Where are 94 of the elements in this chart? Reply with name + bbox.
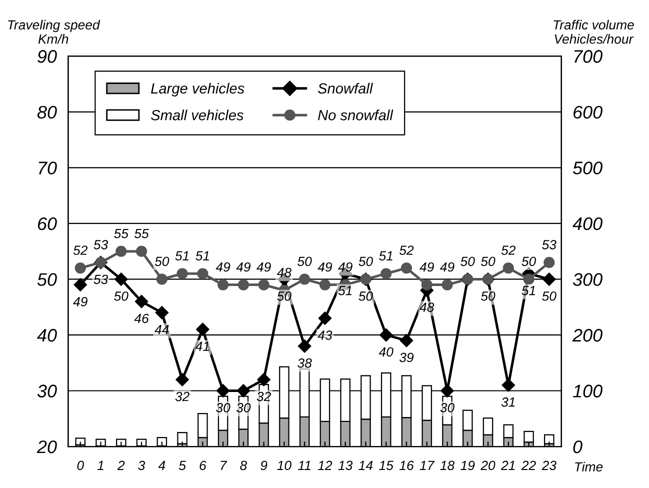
y-tick-label: 30 bbox=[37, 384, 57, 398]
legend-label: Large vehicles bbox=[151, 82, 244, 96]
data-label: 53 bbox=[94, 240, 108, 250]
y-tick-label: 70 bbox=[38, 162, 57, 174]
data-label: 53 bbox=[94, 274, 108, 284]
y-axis-title: Traveling speed Km/h bbox=[8, 20, 100, 44]
y2-tick-label: 300 bbox=[572, 273, 602, 286]
x-tick-label: 11 bbox=[298, 460, 310, 470]
data-label: 49 bbox=[216, 262, 230, 272]
x-tick-label: 19 bbox=[460, 460, 475, 470]
x-tick-label: 21 bbox=[500, 460, 515, 470]
data-label: 49 bbox=[338, 262, 352, 272]
y2-tick-label: 200 bbox=[572, 328, 602, 342]
y-tick-label: 60 bbox=[38, 217, 57, 230]
x-tick-label: 9 bbox=[260, 460, 268, 470]
data-label: 48 bbox=[420, 302, 434, 312]
data-label: 41 bbox=[195, 342, 209, 351]
x-tick-label: 16 bbox=[399, 460, 414, 470]
legend-label: Snowfall bbox=[318, 82, 373, 94]
x-tick-label: 15 bbox=[379, 460, 394, 470]
data-label: 39 bbox=[399, 352, 414, 362]
x-tick-label: 10 bbox=[277, 460, 292, 470]
data-label: 30 bbox=[440, 403, 454, 412]
x-tick-label: 13 bbox=[338, 460, 353, 470]
x-tick-label: 23 bbox=[542, 460, 556, 470]
y2-tick-label: 500 bbox=[572, 162, 602, 174]
data-label: 50 bbox=[277, 291, 292, 301]
data-label: 51 bbox=[379, 251, 392, 261]
x-tick-label: 12 bbox=[318, 460, 332, 470]
x-tick-label: 1 bbox=[97, 460, 104, 470]
data-label: 32 bbox=[256, 392, 271, 402]
x-tick-label: 22 bbox=[521, 460, 536, 470]
data-label: 32 bbox=[175, 392, 190, 402]
legend-label: No snowfall bbox=[318, 110, 394, 120]
x-tick-label: 6 bbox=[200, 460, 206, 470]
x-tick-label: 7 bbox=[220, 460, 228, 470]
data-label: 49 bbox=[440, 262, 454, 272]
data-label: 38 bbox=[298, 358, 312, 368]
x-tick-label: 20 bbox=[480, 460, 496, 470]
data-label: 50 bbox=[298, 256, 312, 266]
data-label: 51 bbox=[338, 286, 352, 296]
y-tick-label: 90 bbox=[38, 50, 57, 63]
data-label: 50 bbox=[542, 291, 556, 301]
data-label: 49 bbox=[73, 297, 88, 306]
x-tick-label: 17 bbox=[420, 460, 435, 470]
x-tick-label: 4 bbox=[158, 460, 166, 470]
data-label: 52 bbox=[399, 246, 414, 255]
data-label: 30 bbox=[236, 403, 251, 412]
data-label: 30 bbox=[216, 403, 230, 412]
data-label: 46 bbox=[134, 314, 149, 324]
x-tick-label: 14 bbox=[358, 460, 373, 470]
y-tick-label: 50 bbox=[37, 273, 57, 286]
data-label: 52 bbox=[501, 246, 516, 255]
data-label: 48 bbox=[276, 268, 292, 278]
data-label: 52 bbox=[73, 246, 88, 255]
data-label: 53 bbox=[542, 240, 556, 250]
data-label: 51 bbox=[175, 251, 189, 261]
data-label: 50 bbox=[154, 256, 170, 266]
data-label: 49 bbox=[318, 262, 332, 272]
data-label: 55 bbox=[114, 228, 129, 238]
y2-tick-label: 0 bbox=[573, 440, 582, 454]
data-label: 50 bbox=[460, 256, 475, 266]
data-label: 50 bbox=[522, 256, 536, 266]
legend-label: Small vehicles bbox=[150, 110, 244, 120]
data-label: 55 bbox=[134, 228, 149, 238]
x-axis-title: Time bbox=[575, 462, 603, 472]
x-tick-label: 2 bbox=[117, 460, 125, 470]
data-label: 40 bbox=[378, 347, 394, 357]
y2-axis-title: Traffic volume Vehicles/hour bbox=[554, 20, 634, 44]
x-tick-label: 18 bbox=[440, 460, 455, 470]
data-label: 49 bbox=[236, 262, 250, 272]
data-label: 51 bbox=[522, 286, 535, 296]
y2-tick-label: 600 bbox=[574, 106, 602, 119]
y-tick-label: 80 bbox=[37, 106, 57, 119]
y2-tick-label: 400 bbox=[572, 217, 602, 230]
y2-tick-label: 100 bbox=[572, 384, 602, 398]
data-label: 50 bbox=[358, 256, 373, 266]
y-tick-label: 20 bbox=[36, 440, 57, 454]
data-label: 50 bbox=[480, 256, 496, 266]
data-label: 50 bbox=[358, 291, 373, 301]
x-tick-label: 0 bbox=[77, 460, 84, 470]
data-label: 50 bbox=[114, 291, 128, 301]
y-tick-label: 40 bbox=[37, 328, 57, 342]
data-label: 43 bbox=[318, 330, 332, 340]
x-tick-label: 8 bbox=[240, 460, 248, 470]
data-label: 51 bbox=[196, 251, 209, 261]
data-label: 44 bbox=[154, 325, 169, 334]
data-label: 49 bbox=[256, 262, 271, 272]
data-label: 49 bbox=[420, 262, 434, 272]
data-label: 31 bbox=[501, 397, 515, 407]
x-tick-label: 5 bbox=[178, 460, 186, 470]
y2-tick-label: 700 bbox=[574, 50, 602, 63]
x-tick-label: 3 bbox=[138, 460, 146, 470]
data-label: 50 bbox=[480, 291, 496, 301]
